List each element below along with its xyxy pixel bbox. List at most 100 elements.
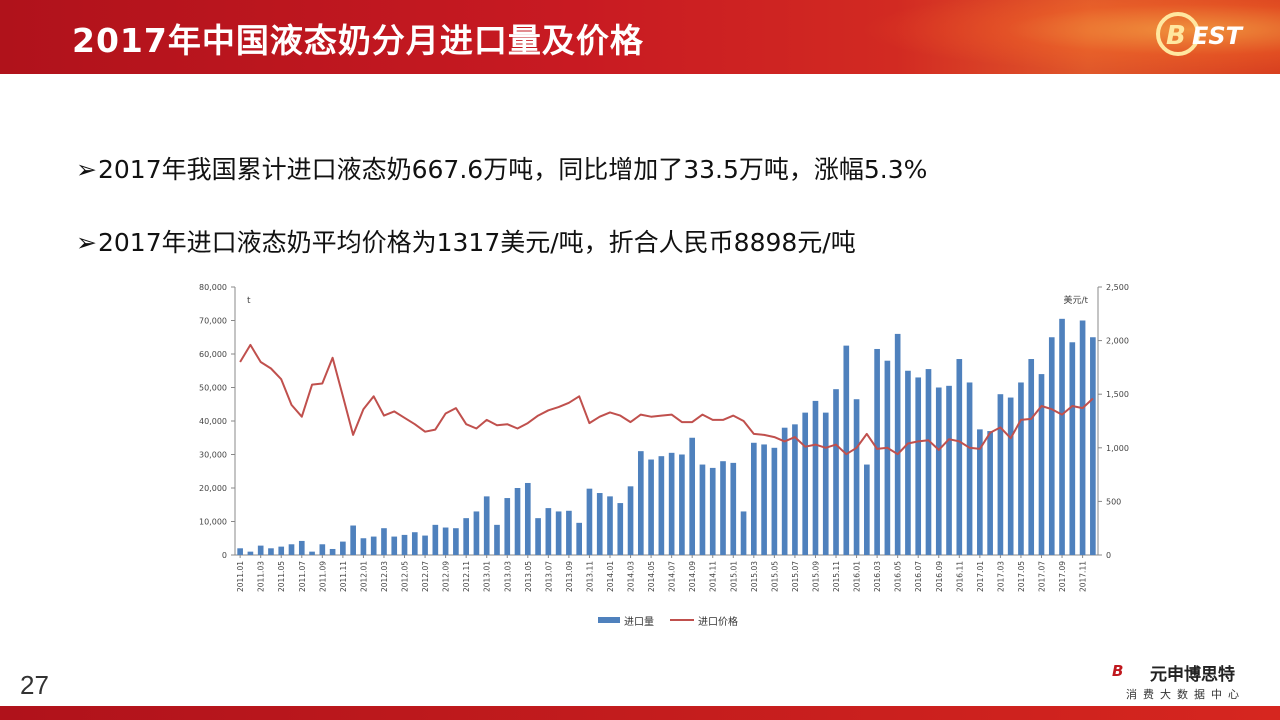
bar-import-volume [1069,342,1076,555]
x-tick-label: 2013.01 [483,561,492,592]
bar-import-volume [309,551,315,555]
page-number: 27 [20,670,49,700]
bar-import-volume [483,496,490,555]
bar-import-volume [545,508,552,555]
x-tick-label: 2013.05 [524,561,533,592]
brand-mark-icon: B [1112,662,1124,680]
bar-import-volume [237,548,243,555]
x-tick-label: 2012.05 [401,561,410,592]
x-tick-label: 2015.11 [832,561,841,592]
x-tick-label: 2017.03 [996,561,1005,592]
x-tick-label: 2014.05 [647,561,656,592]
bar-import-volume [977,429,983,555]
x-tick-label: 2014.07 [668,561,677,592]
bar-import-volume [740,511,747,555]
x-tick-label: 2014.03 [627,561,636,592]
bar-import-volume [853,399,860,555]
bar-import-volume [864,464,870,555]
page-title: 2017年中国液态奶分月进口量及价格 [72,21,644,60]
bar-import-volume [1059,318,1065,555]
bar-import-volume [535,518,541,555]
bullet-arrow-icon: ➢ [76,155,97,184]
legend-label-line: 进口价格 [698,615,738,628]
bar-import-volume [792,424,798,555]
x-tick-label: 2012.07 [421,561,430,592]
bar-import-volume [627,486,634,555]
bar-import-volume [432,524,439,555]
x-tick-label: 2015.07 [791,561,800,592]
legend-swatch-bar [598,617,620,623]
bar-import-volume [340,541,346,555]
bar-import-volume [473,511,480,555]
bar-import-volume [699,464,706,555]
x-tick-label: 2011.03 [257,561,266,592]
bar-import-volume [257,545,264,555]
bar-import-volume [1028,359,1035,555]
x-tick-label: 2017.05 [1017,561,1026,592]
x-tick-label: 2016.03 [873,561,882,592]
brand-subtitle: 消费大数据中心 [1126,688,1245,701]
bar-import-volume [1018,382,1024,555]
bar-import-volume [771,447,778,555]
bar-import-volume [956,359,963,555]
bar-import-volume [884,360,891,555]
bar-import-volume [247,551,254,555]
bar-import-volume [370,536,377,555]
y-left-tick-label: 20,000 [199,484,227,493]
bar-import-volume [658,456,665,555]
x-tick-label: 2013.11 [585,561,594,592]
bar-import-volume [637,451,644,555]
bar-import-volume [720,461,726,555]
x-tick-label: 2012.09 [442,561,451,592]
bar-import-volume [781,427,788,555]
bar-import-volume [401,534,408,555]
logo-text: EST [1192,22,1244,50]
bar-import-volume [566,510,572,555]
bar-import-volume [391,536,398,555]
bar-import-volume [761,444,767,555]
x-tick-label: 2014.11 [709,561,718,592]
bar-import-volume [463,518,469,555]
y-right-tick-label: 1,000 [1106,444,1129,453]
bar-import-volume [709,467,716,555]
x-tick-label: 2016.05 [894,561,903,592]
bullet-item: ➢2017年我国累计进口液态奶667.6万吨，同比增加了33.5万吨，涨幅5.3… [76,150,927,186]
y-left-tick-label: 50,000 [199,384,227,393]
bar-import-volume [329,548,336,555]
y-left-tick-label: 30,000 [199,451,227,460]
footer-bar [0,706,1280,720]
bar-import-volume [1007,397,1014,555]
bar-import-volume [360,538,367,555]
bar-import-volume [997,394,1004,555]
x-tick-label: 2011.05 [277,561,286,592]
bar-import-volume [422,535,428,555]
x-tick-label: 2013.03 [503,561,512,592]
y-right-tick-label: 0 [1106,551,1111,560]
bar-import-volume [751,442,757,555]
title-banner: 2017年中国液态奶分月进口量及价格 B EST [0,0,1280,74]
y-right-tick-label: 2,000 [1106,337,1129,346]
x-tick-label: 2011.01 [236,561,245,592]
bar-import-volume [555,511,562,555]
bar-import-volume [689,437,696,555]
x-tick-label: 2016.09 [935,561,944,592]
bar-import-volume [730,462,737,555]
y-left-tick-label: 0 [222,551,227,560]
bar-import-volume [905,370,911,555]
y-left-tick-label: 80,000 [199,283,227,292]
bar-import-volume [350,525,356,555]
line-import-price [239,343,1094,456]
x-tick-label: 2013.07 [544,561,553,592]
bar-import-volume [833,389,839,555]
bullet-arrow-icon: ➢ [76,228,97,257]
x-tick-label: 2016.01 [853,561,862,592]
bar-import-volume [802,412,809,555]
bar-import-volume [576,522,582,555]
x-tick-label: 2015.03 [750,561,759,592]
x-tick-label: 2011.11 [339,561,348,592]
bar-import-volume [925,369,932,555]
y-right-tick-label: 2,500 [1106,283,1129,292]
bullet-item: ➢2017年进口液态奶平均价格为1317美元/吨，折合人民币8898元/吨 [76,223,856,259]
bar-import-volume [1038,374,1045,555]
bar-import-volume [1090,337,1096,555]
